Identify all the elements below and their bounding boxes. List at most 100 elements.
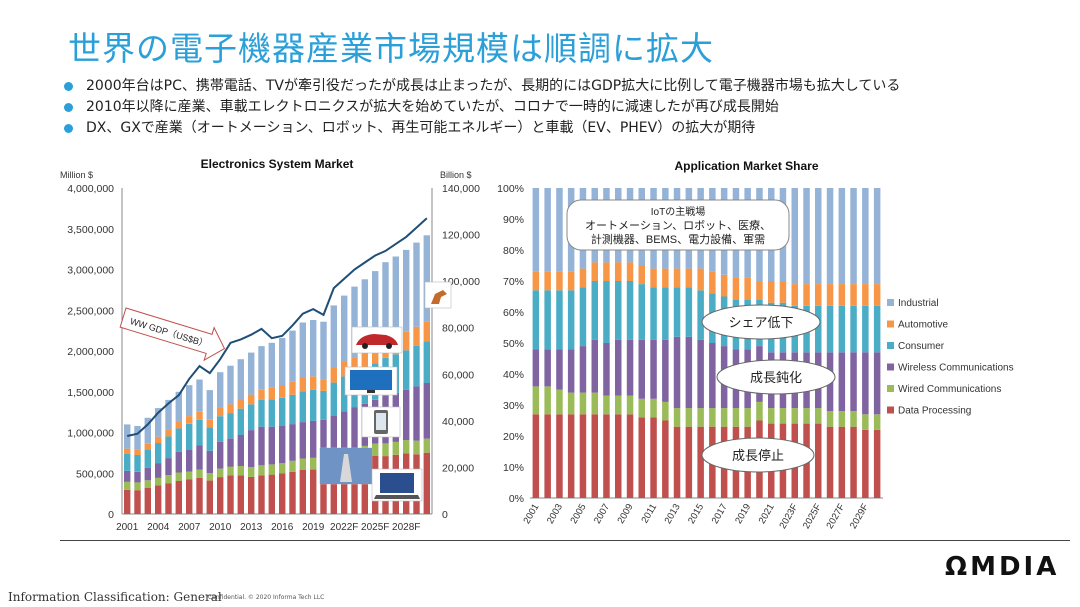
bar-segment	[732, 277, 740, 300]
bar-segment	[838, 426, 846, 498]
bar-segment	[850, 411, 857, 427]
bar-segment	[217, 407, 224, 417]
bar-segment	[815, 188, 822, 285]
x-tick-label: 2013	[663, 502, 683, 526]
bar-segment	[124, 424, 131, 449]
bar-segment	[341, 411, 348, 451]
bar-segment	[838, 284, 846, 306]
bar-segment	[756, 401, 763, 421]
bar-segment	[175, 421, 182, 429]
bar-segment	[258, 399, 265, 427]
x-tick-label: 2001	[521, 502, 541, 526]
bullet-item: 2010年以降に産業、車載エレクトロニクスが拡大を始めていたが、コロナで一時的に…	[64, 97, 900, 118]
legend-swatch	[887, 320, 894, 328]
bar-segment	[155, 485, 162, 514]
industrial-robot-icon	[424, 281, 452, 309]
bar-segment	[815, 423, 822, 498]
y-tick-label: 0	[108, 509, 114, 521]
bar-segment	[155, 478, 162, 486]
bar-segment	[206, 473, 213, 481]
bar-segment	[310, 457, 317, 470]
x-tick-label: 2029F	[848, 502, 871, 531]
bar-segment	[165, 429, 172, 437]
footer-confidential: Confidential. © 2020 Informa Tech LLC	[208, 594, 325, 601]
callout-bubble	[566, 199, 790, 251]
bar-segment	[206, 390, 213, 420]
bar-segment	[862, 188, 869, 285]
bar-segment	[638, 398, 645, 418]
bar-segment	[237, 399, 244, 409]
bar-segment	[579, 392, 587, 415]
bar-segment	[227, 438, 234, 467]
bar-segment	[372, 346, 379, 364]
bar-segment	[268, 474, 275, 514]
bar-segment	[248, 394, 255, 405]
bar-segment	[862, 284, 869, 306]
bar-segment	[826, 426, 834, 498]
bar-segment	[423, 235, 430, 322]
bar-segment	[351, 407, 358, 448]
bar-segment	[591, 339, 598, 393]
bar-segment	[320, 465, 327, 514]
bar-segment	[556, 290, 563, 350]
bar-segment	[756, 281, 763, 300]
bar-segment	[768, 408, 775, 424]
bar-segment	[124, 448, 131, 454]
annotation-ellipse: 成長停止	[701, 437, 815, 473]
bullet-item: DX、GXで産業（オートメーション、ロボット、再生可能エネルギー）と車載（EV、…	[64, 118, 900, 139]
bar-segment	[258, 389, 265, 400]
ellipse-shape	[701, 437, 815, 473]
bar-segment	[556, 389, 563, 415]
bar-segment	[372, 443, 379, 456]
annotation-text: シェア低下	[728, 315, 793, 330]
bar-segment	[258, 465, 265, 476]
legend-item: Data Processing	[898, 406, 971, 417]
y-tick-label: 10%	[503, 462, 524, 474]
bar-segment	[196, 469, 203, 478]
bar-segment	[330, 368, 337, 383]
callout-text: 計測機器、BEMS、電力設備、軍需	[591, 232, 765, 246]
y2-tick-label: 80,000	[442, 323, 474, 335]
x-tick-label: 2009	[616, 502, 636, 526]
bar-segment	[237, 408, 244, 435]
bar-segment	[279, 385, 286, 398]
bar-segment	[603, 414, 610, 498]
bar-segment	[299, 422, 306, 459]
bar-segment	[413, 326, 420, 346]
bar-segment	[237, 435, 244, 466]
bar-segment	[673, 426, 681, 498]
legend-swatch	[887, 299, 894, 306]
chart-title: Application Market Share	[674, 159, 818, 173]
bar-segment	[196, 411, 203, 420]
bar-segment	[134, 482, 141, 491]
bar-segment	[227, 404, 234, 414]
bullet-item: 2000年台はPC、携帯電話、TVが牽引役だったが成長は止まったが、長期的にはG…	[64, 76, 900, 97]
bar-segment	[279, 462, 286, 474]
bar-segment	[392, 256, 399, 337]
bar-segment	[544, 414, 551, 498]
bar-segment	[279, 338, 286, 386]
bar-segment	[673, 336, 681, 409]
y2-tick-label: 0	[442, 509, 448, 521]
iot-callout: IoTの主戦場オートメーション、ロボット、医療、計測機器、BEMS、電力設備、軍…	[566, 199, 790, 251]
bar-segment	[258, 426, 265, 466]
bar-segment	[392, 441, 399, 455]
bar-segment	[615, 339, 622, 396]
x-tick-label: 2010	[209, 522, 232, 533]
bar-segment	[423, 438, 430, 453]
bar-segment	[268, 399, 275, 427]
bar-segment	[697, 408, 704, 427]
bar-segment	[341, 461, 348, 514]
y2-tick-label: 20,000	[442, 462, 474, 474]
bar-segment	[175, 472, 182, 481]
bar-segment	[299, 322, 306, 378]
bar-segment	[626, 395, 634, 415]
bar-segment	[532, 271, 540, 291]
bar-segment	[227, 475, 234, 514]
x-tick-label: 2025F	[801, 502, 824, 531]
bar-segment	[423, 452, 430, 514]
bar-segment	[732, 408, 740, 427]
bar-segment	[413, 345, 420, 387]
bar-segment	[351, 459, 358, 514]
y2-axis-label: Billion $	[440, 170, 472, 180]
